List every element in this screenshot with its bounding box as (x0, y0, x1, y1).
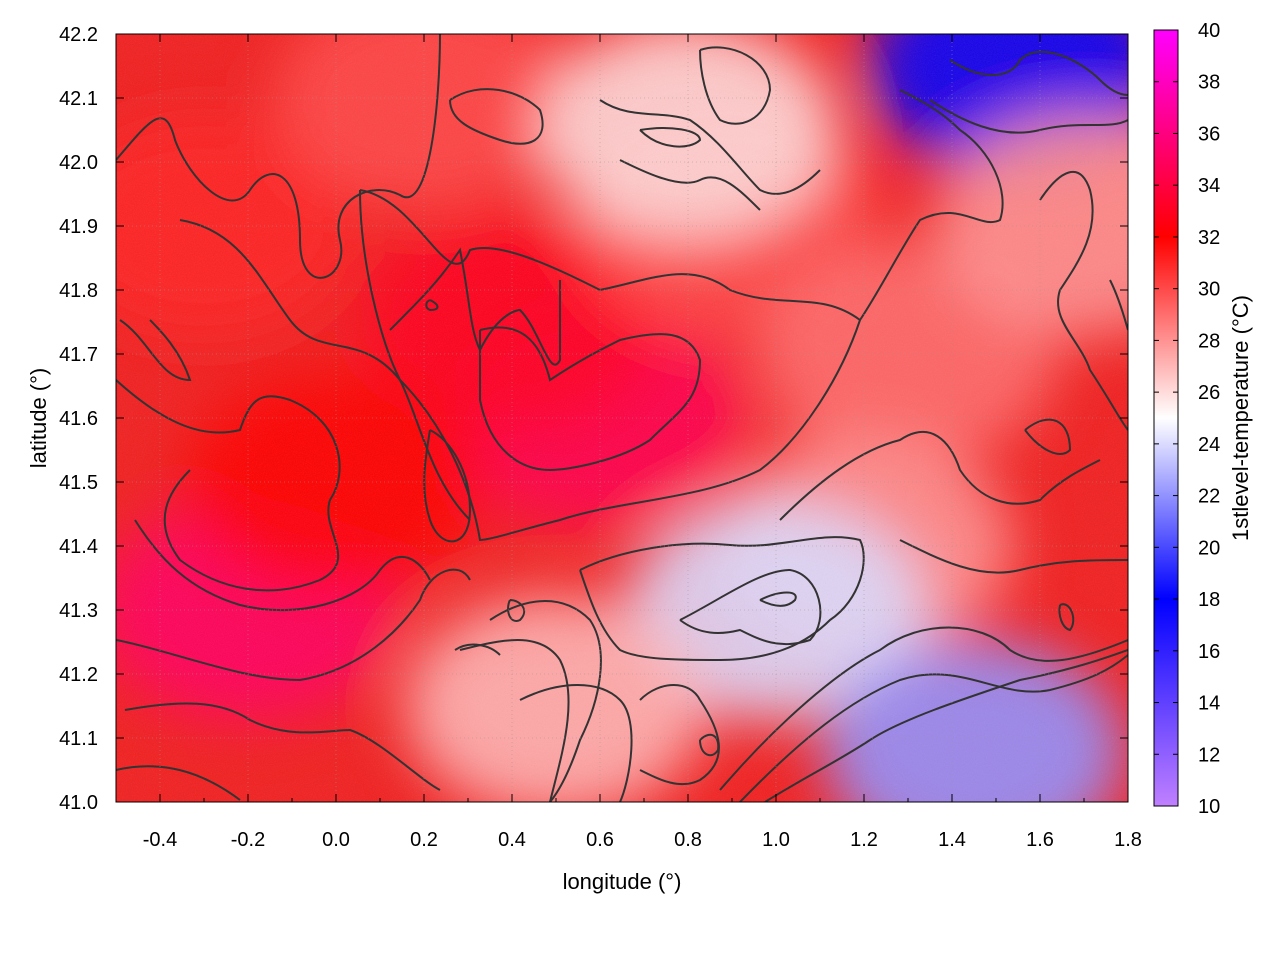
y-tick-label: 41.2 (59, 664, 98, 686)
contour-line (116, 568, 471, 682)
y-tick-label: 41.0 (59, 792, 98, 814)
colorbar-tick-label: 14 (1198, 693, 1220, 715)
contour-line (478, 326, 702, 472)
colorbar-tick-label: 40 (1198, 20, 1220, 42)
y-tick-label: 41.5 (59, 472, 98, 494)
contour-lines (116, 34, 1128, 802)
y-tick-label: 41.9 (59, 216, 98, 238)
colorbar: 10 12 14 16 18 20 22 24 26 28 30 32 34 36 38 40 1stleve… (1153, 20, 1253, 818)
contour-line (699, 733, 720, 757)
colorbar-tick-label: 26 (1198, 382, 1220, 404)
y-tick-label: 41.4 (59, 536, 98, 558)
contour-line (699, 46, 772, 125)
colorbar-tick-label: 10 (1198, 796, 1220, 818)
contour-line (449, 88, 544, 145)
y-tick-label: 41.3 (59, 600, 98, 622)
contour-line (507, 599, 526, 622)
colorbar-tick-label: 34 (1198, 175, 1220, 197)
contour-line (759, 591, 797, 607)
x-tick-label: 0.4 (498, 829, 526, 851)
x-tick-label: -0.4 (143, 829, 177, 851)
y-tick-label: 41.1 (59, 728, 98, 750)
contour-line (764, 649, 1128, 802)
colorbar-tick-label: 32 (1198, 227, 1220, 249)
x-axis-label: longitude (°) (563, 869, 682, 894)
colorbar-tick-label: 28 (1198, 330, 1220, 352)
contour-line (489, 600, 602, 802)
contour-line (389, 247, 562, 366)
contour-line (459, 639, 570, 802)
contour-line (679, 568, 822, 646)
x-tick-label: 0.8 (674, 829, 702, 851)
colorbar-tick-label: 38 (1198, 72, 1220, 94)
y-axis: 41.0 41.1 41.2 41.3 41.4 41.5 41.6 41.7 41.8 41.9… (59, 24, 1128, 814)
contour-line (454, 643, 501, 656)
contour-line (116, 765, 241, 801)
colorbar-tick-label: 18 (1198, 589, 1220, 611)
colorbar-tick-label: 20 (1198, 537, 1220, 559)
contour-line (719, 626, 1128, 791)
colorbar-tick-label: 22 (1198, 486, 1220, 508)
plot-area: -0.4 -0.2 0.0 0.2 0.4 0.6 0.8 1.0 1.2 1.4 1.6 1.8 4… (59, 24, 1142, 851)
contour-line (423, 429, 472, 543)
contour-line (949, 50, 1128, 96)
colorbar-label: 1stlevel-temperature (°C) (1228, 295, 1253, 541)
contour-line (639, 127, 702, 148)
x-axis: -0.4 -0.2 0.0 0.2 0.4 0.6 0.8 1.0 1.2 1.4 1.6 1.8 (115, 34, 1142, 851)
y-tick-label: 42.2 (59, 24, 98, 46)
contour-line (859, 89, 1004, 321)
y-tick-label: 42.1 (59, 88, 98, 110)
contour-line (899, 539, 1128, 574)
contour-line (1024, 418, 1072, 455)
x-tick-label: 1.2 (850, 829, 878, 851)
contour-line (619, 159, 761, 211)
x-tick-label: 1.0 (762, 829, 790, 851)
y-tick-label: 41.8 (59, 280, 98, 302)
x-tick-label: 0.2 (410, 829, 438, 851)
colorbar-tick-label: 16 (1198, 641, 1220, 663)
x-tick-label: 1.8 (1114, 829, 1142, 851)
y-tick-label: 41.6 (59, 408, 98, 430)
x-tick-label: 0.6 (586, 829, 614, 851)
y-axis-label: latitude (°) (26, 368, 51, 469)
x-tick-label: 1.6 (1026, 829, 1054, 851)
x-tick-label: 1.4 (938, 829, 966, 851)
contour-line (1109, 279, 1128, 331)
y-tick-label: 41.7 (59, 344, 98, 366)
contour-line (124, 702, 441, 791)
contour-line (116, 34, 441, 279)
contour-line (579, 536, 865, 662)
contour-line (359, 189, 862, 542)
contour-line (116, 379, 341, 592)
contour-line (134, 519, 431, 612)
contour-line (1058, 603, 1075, 632)
colorbar-tick-label: 12 (1198, 744, 1220, 766)
colorbar-tick-label: 30 (1198, 279, 1220, 301)
colorbar-tick-label: 24 (1198, 434, 1220, 456)
colorbar-ticks: 10 12 14 16 18 20 22 24 26 28 30 32 34 36 38 40 (1154, 20, 1220, 818)
contour-line (779, 430, 1101, 521)
contour-line (119, 319, 192, 382)
contour-line (425, 299, 439, 312)
y-tick-label: 42.0 (59, 152, 98, 174)
contour-line (739, 654, 1128, 802)
x-tick-label: -0.2 (231, 829, 265, 851)
x-tick-label: 0.0 (322, 829, 350, 851)
colorbar-gradient (1153, 29, 1179, 807)
contour-line (519, 684, 633, 802)
colorbar-tick-label: 36 (1198, 123, 1220, 145)
contour-line (599, 99, 821, 195)
